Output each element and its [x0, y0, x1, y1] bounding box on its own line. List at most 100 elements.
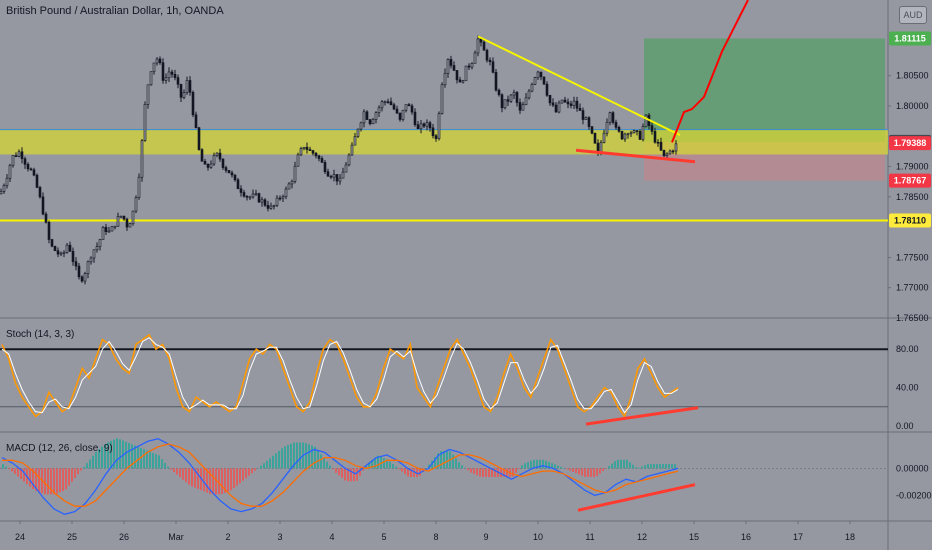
- candle-up: [347, 154, 351, 166]
- candle-up: [59, 252, 63, 255]
- macd-hist-bar: [569, 468, 571, 471]
- candle-up: [440, 84, 444, 114]
- candle-up: [185, 80, 189, 93]
- macd-hist-bar: [113, 439, 115, 469]
- macd-hist-bar: [230, 468, 232, 491]
- candle-down: [245, 195, 249, 198]
- candle-down: [611, 112, 615, 123]
- macd-hist-bar: [635, 467, 637, 469]
- macd-hist-bar: [299, 442, 301, 469]
- macd-hist-bar: [593, 468, 595, 478]
- candle-up: [137, 176, 141, 198]
- macd-hist-bar: [578, 468, 580, 475]
- macd-hist-bar: [317, 450, 319, 469]
- stoch-tick-label: 40.00: [896, 383, 919, 393]
- macd-hist-bar: [284, 446, 286, 469]
- candle-down: [38, 187, 42, 198]
- candle-up: [128, 223, 132, 228]
- candle-down: [104, 226, 108, 232]
- candle-up: [110, 226, 114, 232]
- candle-down: [218, 152, 222, 160]
- candle-down: [221, 158, 225, 168]
- candle-down: [434, 135, 438, 139]
- candle-down: [14, 155, 18, 157]
- candle-up: [527, 90, 531, 99]
- macd-hist-bar: [602, 468, 604, 472]
- macd-hist-bar: [350, 468, 352, 482]
- macd-hist-bar: [392, 464, 394, 469]
- candle-up: [401, 109, 405, 120]
- macd-hist-bar: [2, 464, 4, 469]
- macd-hist-bar: [371, 459, 373, 469]
- candle-down: [233, 174, 237, 181]
- candle-down: [236, 179, 240, 190]
- macd-hist-bar: [188, 468, 190, 485]
- candle-down: [227, 170, 231, 174]
- time-tick-label: 17: [793, 532, 803, 542]
- candle-up: [11, 155, 15, 166]
- candle-up: [89, 257, 93, 263]
- price-tick-label: 1.76500: [896, 313, 929, 323]
- macd-hist-bar: [8, 468, 10, 470]
- candle-down: [635, 130, 639, 132]
- stoch-tick-label: 80.00: [896, 344, 919, 354]
- candle-down: [308, 149, 312, 151]
- macd-hist-bar: [650, 464, 652, 469]
- macd-hist-bar: [494, 468, 496, 478]
- candle-down: [494, 72, 498, 91]
- macd-hist-bar: [296, 442, 298, 469]
- macd-hist-bar: [476, 468, 478, 476]
- macd-hist-bar: [566, 468, 568, 470]
- macd-hist-bar: [281, 448, 283, 469]
- macd-hist-bar: [608, 466, 610, 469]
- candle-up: [443, 72, 447, 86]
- price-badge: [889, 136, 931, 151]
- macd-hist-bar: [455, 458, 457, 469]
- macd-hist-bar: [146, 450, 148, 469]
- time-tick-label: 25: [67, 532, 77, 542]
- candle-up: [143, 104, 147, 141]
- macd-hist-bar: [248, 468, 250, 476]
- candle-down: [587, 117, 591, 127]
- candle-up: [113, 225, 117, 228]
- stoch-title: Stoch (14, 3, 3): [6, 329, 75, 340]
- candle-up: [446, 59, 450, 74]
- candle-up: [470, 63, 474, 68]
- candle-down: [230, 172, 234, 176]
- macd-hist-bar: [71, 468, 73, 482]
- candle-up: [356, 128, 360, 137]
- candle-down: [410, 105, 414, 113]
- macd-hist-bar: [239, 468, 241, 484]
- macd-hist-bar: [59, 468, 61, 493]
- price-tick-label: 1.80000: [896, 101, 929, 111]
- candle-up: [584, 117, 588, 120]
- macd-hist-bar: [152, 452, 154, 469]
- macd-hist-bar: [485, 468, 487, 478]
- macd-hist-bar: [272, 455, 274, 469]
- candle-down: [395, 108, 399, 114]
- candle-down: [659, 141, 663, 151]
- candle-up: [644, 114, 648, 127]
- macd-hist-bar: [170, 468, 172, 470]
- macd-hist-bar: [527, 462, 529, 469]
- candle-up: [377, 107, 381, 113]
- macd-hist-bar: [173, 468, 175, 473]
- candle-down: [278, 197, 282, 200]
- candle-down: [263, 199, 267, 206]
- candle-down: [224, 167, 228, 171]
- candle-up: [251, 193, 255, 198]
- macd-hist-bar: [254, 468, 256, 471]
- macd-hist-bar: [158, 455, 160, 469]
- macd-hist-bar: [530, 460, 532, 469]
- macd-hist-bar: [320, 454, 322, 469]
- macd-hist-bar: [137, 446, 139, 469]
- macd-hist-bar: [263, 463, 265, 469]
- macd-hist-bar: [326, 461, 328, 469]
- candle-up: [65, 244, 69, 253]
- candle-down: [656, 141, 660, 144]
- macd-hist-bar: [212, 468, 214, 495]
- macd-hist-bar: [89, 459, 91, 469]
- currency-badge[interactable]: AUD: [899, 6, 927, 24]
- candle-up: [212, 155, 216, 165]
